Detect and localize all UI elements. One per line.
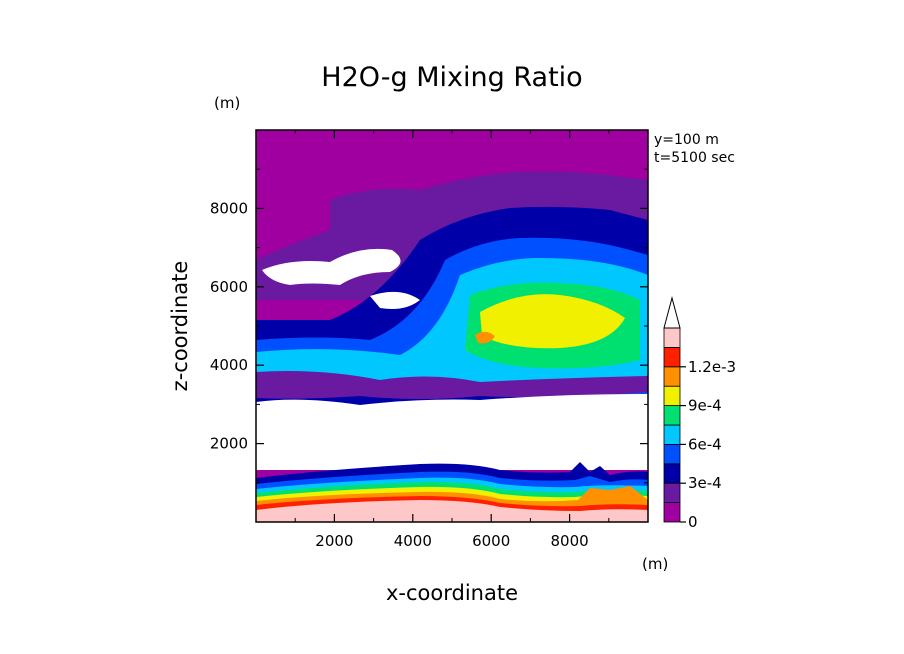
colorbar: 0 3e-4 6e-4 9e-4 1.2e-3 [663,296,736,531]
x-axis: 2000 4000 6000 8000 [294,130,610,550]
contour-band-white-upper [256,394,648,470]
annotation-t: t=5100 sec [654,150,735,166]
contour-band-orange [475,331,495,344]
x-tick-label: 6000 [472,532,510,550]
x-tick-label: 2000 [315,532,353,550]
y-unit-label: (m) [214,94,240,112]
colorbar-segment [663,424,681,445]
colorbar-tick-label: 0 [688,513,698,531]
chart-title: H2O-g Mixing Ratio [321,62,582,93]
colorbar-extend-arrow [663,296,681,329]
colorbar-tick-label: 9e-4 [688,397,722,415]
colorbar-segment [663,385,681,407]
y-axis: 2000 4000 6000 8000 [210,168,648,484]
x-tick-label: 8000 [551,532,589,550]
y-axis-title: z-coordinate [168,261,192,392]
colorbar-tick-label: 1.2e-3 [688,358,736,376]
contour-band-purple-mid [256,371,648,399]
y-tick-label: 6000 [210,278,248,296]
y-tick-label: 8000 [210,199,248,217]
colorbar-segment [663,346,681,368]
y-tick-label: 2000 [210,435,248,453]
contour-band-white-patch [262,248,401,285]
contour-band-yellow [480,294,625,349]
y-tick-label: 4000 [210,356,248,374]
x-unit-label: (m) [642,555,668,573]
colorbar-segment [663,463,681,484]
x-tick-label: 4000 [394,532,432,550]
contour-field [256,130,648,522]
colorbar-segment [663,482,681,504]
colorbar-tick-label: 3e-4 [688,474,722,492]
colorbar-segment [663,366,681,387]
colorbar-segment [663,405,681,426]
colorbar-segment [663,502,681,523]
x-axis-title: x-coordinate [386,581,518,605]
colorbar-segment [663,327,681,348]
contour-band-white-patch2 [370,291,420,309]
colorbar-segment [663,443,681,465]
contour-band-lower-pink [256,500,648,522]
annotation-y: y=100 m [654,132,719,148]
colorbar-tick-label: 6e-4 [688,435,722,453]
